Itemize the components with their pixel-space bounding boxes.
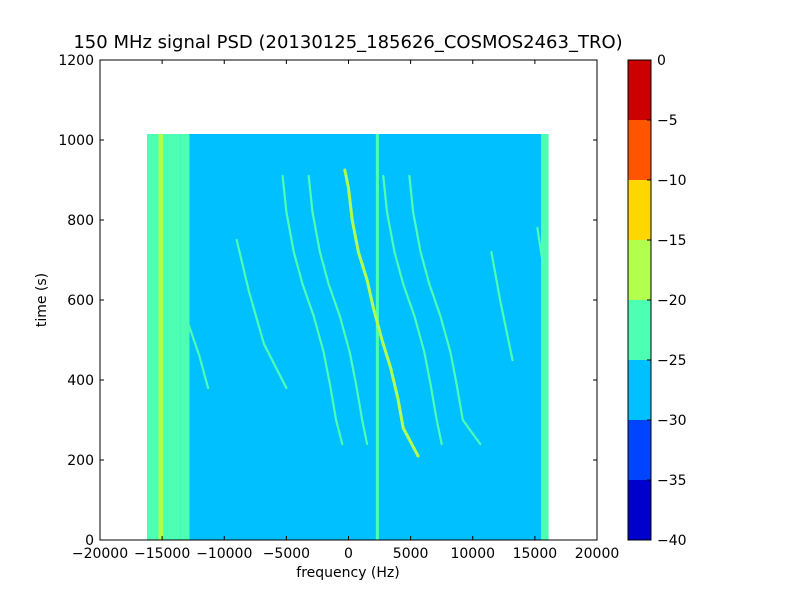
x-tick-label: 15000	[513, 546, 558, 562]
signal-trace-5	[185, 318, 210, 390]
chart-title: 150 MHz signal PSD (20130125_185626_COSM…	[73, 32, 622, 53]
signal-trace-3	[382, 174, 443, 446]
colorbar-tick-label: −5	[657, 113, 678, 129]
signal-trace-7	[490, 250, 514, 362]
x-tick-label: −20000	[72, 546, 128, 562]
x-tick-label: 0	[344, 546, 353, 562]
colorbar-tick-label: −25	[657, 353, 687, 369]
signal-trace-4	[408, 174, 482, 446]
colorbar-level-1	[628, 420, 651, 480]
colorbar-tick-label: −40	[657, 533, 687, 549]
y-tick-label: 600	[67, 293, 94, 309]
y-tick-label: 0	[85, 533, 94, 549]
signal-trace-0	[281, 174, 344, 446]
heatmap-band-5	[541, 134, 549, 540]
heatmap-band-2	[163, 134, 181, 540]
signal-trace-2	[343, 168, 420, 458]
signal-trace-6	[235, 238, 288, 390]
y-tick-label: 1000	[58, 133, 94, 149]
signal-trace-8	[536, 226, 549, 282]
x-tick-label: −10000	[196, 546, 252, 562]
colorbar-level-0	[628, 480, 651, 540]
colorbar-tick-label: −35	[657, 473, 687, 489]
x-tick-label: −5000	[263, 546, 310, 562]
colorbar-tick-label: −30	[657, 413, 687, 429]
signal-trace-1	[307, 174, 369, 446]
heatmap-band-4	[375, 134, 379, 540]
colorbar-tick-label: −15	[657, 233, 687, 249]
heatmap-band-3	[180, 134, 190, 540]
colorbar-levels	[628, 60, 651, 540]
x-axis-label: frequency (Hz)	[296, 565, 399, 581]
colorbar-level-5	[628, 180, 651, 240]
y-tick-label: 800	[67, 213, 94, 229]
y-axis-label: time (s)	[34, 273, 50, 327]
y-tick-label: 200	[67, 453, 94, 469]
heatmap	[147, 134, 549, 540]
heatmap-band-1	[158, 134, 164, 540]
x-tick-label: 5000	[393, 546, 429, 562]
colorbar-level-2	[628, 360, 651, 420]
plot-area	[99, 59, 598, 541]
y-tick-label: 400	[67, 373, 94, 389]
y-axis: 0 200 400 600 800 1000 1200	[58, 53, 597, 549]
colorbar-level-6	[628, 120, 651, 180]
colorbar: 0 −5 −10 −15 −20 −25 −30 −35 −40	[627, 53, 687, 549]
colorbar-tick-label: 0	[657, 53, 666, 69]
x-axis: −20000 −15000 −10000 −5000 0 5000 10000 15000 20…	[72, 60, 619, 562]
colorbar-level-4	[628, 240, 651, 300]
colorbar-level-3	[628, 300, 651, 360]
colorbar-tick-label: −10	[657, 173, 687, 189]
colorbar-ticks: 0 −5 −10 −15 −20 −25 −30 −35 −40	[647, 53, 687, 549]
colorbar-level-7	[628, 60, 651, 120]
x-tick-label: 10000	[450, 546, 495, 562]
colorbar-tick-label: −20	[657, 293, 687, 309]
x-tick-label: 20000	[575, 546, 620, 562]
y-tick-label: 1200	[58, 53, 94, 69]
x-tick-label: −15000	[134, 546, 190, 562]
heatmap-background	[147, 134, 549, 540]
heatmap-band-0	[147, 134, 160, 540]
